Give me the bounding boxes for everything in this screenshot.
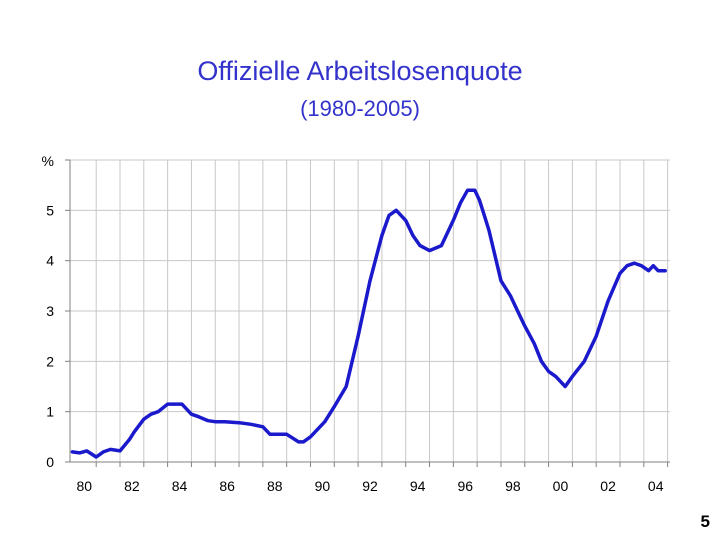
x-tick-label: 04 (648, 478, 664, 494)
y-axis-unit-label: % (42, 153, 54, 169)
chart-subtitle: (1980-2005) (300, 96, 420, 121)
x-tick-label: 88 (267, 478, 283, 494)
x-tick-label: 90 (315, 478, 331, 494)
x-tick-label: 98 (505, 478, 521, 494)
y-tick-label: 3 (46, 303, 54, 319)
chart-title: Offizielle Arbeitslosenquote (197, 56, 523, 86)
x-tick-label: 80 (76, 478, 92, 494)
x-tick-label: 84 (172, 478, 188, 494)
x-tick-label: 00 (553, 478, 569, 494)
grid (65, 159, 670, 467)
x-tick-label: 94 (410, 478, 426, 494)
y-tick-label: 0 (46, 454, 54, 470)
y-tick-label: 5 (46, 202, 54, 218)
page-number: 5 (700, 512, 710, 531)
y-tick-label: 4 (46, 253, 54, 269)
x-tick-label: 96 (457, 478, 473, 494)
y-tick-label: 2 (46, 353, 54, 369)
x-tick-label: 86 (219, 478, 235, 494)
y-tick-label: 1 (46, 404, 54, 420)
series-line (70, 188, 667, 459)
x-tick-label: 92 (362, 478, 378, 494)
tick-labels: 0 1 2 3 4 5 80 82 84 86 88 90 92 94 96 98 00 02 04 (46, 202, 664, 494)
series (70, 188, 667, 459)
axes (69, 160, 670, 463)
x-tick-label: 02 (600, 478, 616, 494)
x-tick-label: 82 (124, 478, 140, 494)
